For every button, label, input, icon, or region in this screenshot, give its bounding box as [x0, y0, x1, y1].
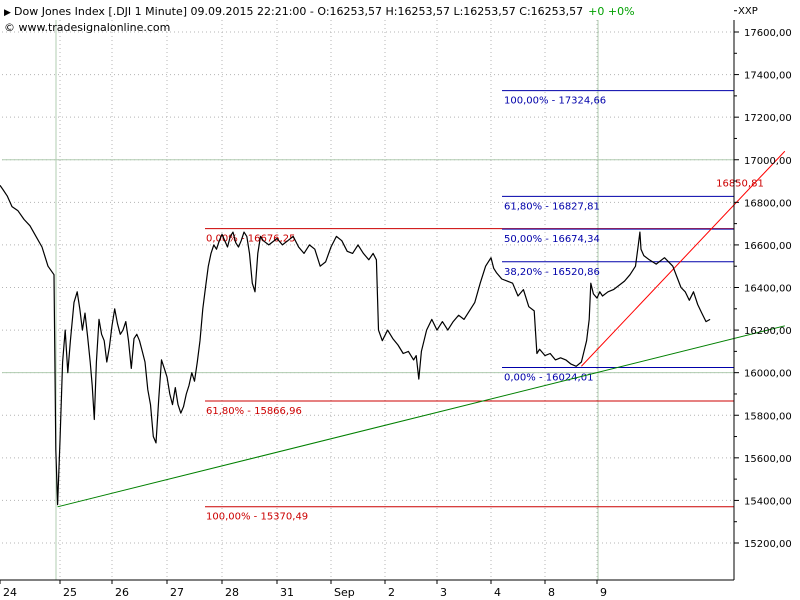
y-tick-label: 16000,00 — [744, 369, 792, 380]
y-tick-label: 15800,00 — [744, 411, 792, 422]
y-tick-label: 15600,00 — [744, 454, 792, 465]
y-tick-label: 16200,00 — [744, 326, 792, 337]
trendline-green — [57, 325, 785, 508]
fib-red-label: 61,80% - 15866,96 — [206, 406, 302, 417]
x-tick-label: Sep — [334, 586, 355, 599]
x-tick-label: 2 — [388, 586, 395, 599]
y-tick-label: 16600,00 — [744, 241, 792, 252]
y-tick-label: 17600,00 — [744, 28, 792, 39]
trendline-layer: 16850,81 — [57, 150, 786, 508]
x-tick-label: 28 — [225, 586, 239, 599]
price-layer — [0, 184, 711, 506]
header-title: Dow Jones Index [.DJI 1 Minute] 09.09.20… — [14, 5, 635, 18]
fib-blue-label: 100,00% - 17324,66 — [504, 96, 606, 107]
x-tick-label: 25 — [63, 586, 77, 599]
trendline-red-label: 16850,81 — [716, 179, 764, 190]
y-tick-label: 15200,00 — [744, 539, 792, 550]
y-tick-label: 16800,00 — [744, 198, 792, 209]
x-tick-label: 9 — [600, 586, 607, 599]
y-tick-label: 16400,00 — [744, 284, 792, 295]
header-change: +0 +0% — [588, 5, 634, 18]
currency-label: XXP — [738, 6, 758, 17]
fib-blue-label: 0,00% - 16024,01 — [504, 373, 593, 384]
price-series-line — [0, 184, 711, 506]
x-tick-label: 26 — [115, 586, 129, 599]
chart-header: ▶ Dow Jones Index [.DJI 1 Minute] 09.09.… — [4, 5, 758, 34]
fib-red-label: 0,00% - 16676,25 — [206, 234, 295, 245]
x-tick-label: 8 — [548, 586, 555, 599]
fib-red-label: 100,00% - 15370,49 — [206, 512, 308, 523]
fib-blue-label: 61,80% - 16827,81 — [504, 201, 600, 212]
header-dropdown-icon: ▶ — [4, 8, 11, 18]
x-tick-label: 3 — [440, 586, 447, 599]
x-tick-label: 27 — [170, 586, 184, 599]
trendline-red — [581, 150, 786, 367]
grid-layer — [2, 20, 734, 580]
y-tick-label: 17000,00 — [744, 156, 792, 167]
header-source: © www.tradesignalonline.com — [4, 21, 170, 34]
y-tick-label: 17400,00 — [744, 71, 792, 82]
axis-layer: 15200,00 15400,00 15600,00 15800,00 16000,00… — [0, 10, 792, 599]
x-tick-label: 4 — [494, 586, 501, 599]
x-tick-label: 24 — [3, 586, 17, 599]
y-tick-label: 15400,00 — [744, 496, 792, 507]
x-tick-label: 31 — [280, 586, 294, 599]
y-tick-label: 17200,00 — [744, 113, 792, 124]
fib-blue-label: 50,00% - 16674,34 — [504, 234, 600, 245]
fib-blue-label: 38,20% - 16520,86 — [504, 267, 600, 278]
